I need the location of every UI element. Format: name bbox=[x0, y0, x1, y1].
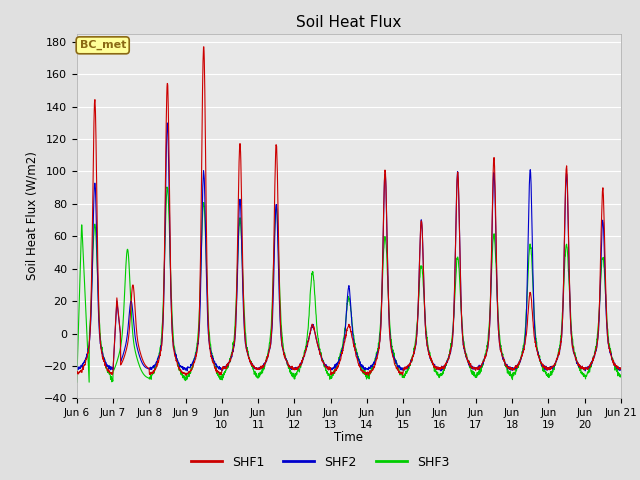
X-axis label: Time: Time bbox=[334, 431, 364, 444]
Text: BC_met: BC_met bbox=[79, 40, 126, 50]
Y-axis label: Soil Heat Flux (W/m2): Soil Heat Flux (W/m2) bbox=[25, 152, 38, 280]
Title: Soil Heat Flux: Soil Heat Flux bbox=[296, 15, 401, 30]
Legend: SHF1, SHF2, SHF3: SHF1, SHF2, SHF3 bbox=[186, 451, 454, 474]
